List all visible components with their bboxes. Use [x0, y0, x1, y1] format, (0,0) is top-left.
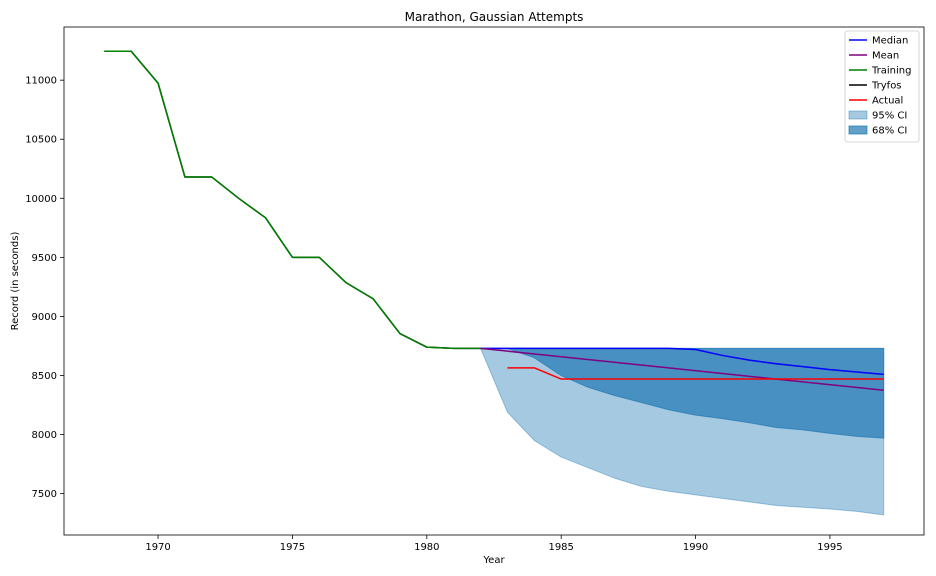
x-tick-label: 1990: [683, 542, 708, 553]
legend-label: Tryfos: [871, 81, 902, 92]
x-axis-label: Year: [482, 555, 505, 566]
y-tick-label: 9500: [32, 253, 57, 264]
series-line-training: [104, 50, 481, 350]
legend-swatch: [848, 110, 868, 120]
legend-label: 68% CI: [872, 126, 907, 137]
series-line-actual: [507, 367, 884, 380]
legend-box: [844, 30, 920, 143]
series-line-median: [480, 347, 884, 376]
chart-title: Marathon, Gaussian Attempts: [405, 10, 584, 24]
x-tick-label: 1980: [414, 542, 439, 553]
legend-swatch: [848, 125, 868, 135]
x-tick-label: 1995: [817, 542, 842, 553]
legend-item-training: Training: [849, 66, 911, 77]
y-tick-label: 9000: [32, 312, 57, 323]
series-line-mean: [480, 347, 884, 392]
legend: Median Mean Training Tryfos Actual 95% CI 68% …: [844, 30, 920, 143]
legend-item-68-ci: 68% CI: [848, 125, 907, 137]
y-tick-label: 11000: [25, 76, 57, 87]
y-tick-label: 7500: [32, 489, 57, 500]
legend-item-tryfos: Tryfos: [849, 81, 902, 92]
legend-label: Median: [872, 36, 908, 47]
x-tick-label: 1975: [280, 542, 305, 553]
y-axis-label: Record (in seconds): [10, 232, 21, 331]
axes-frame: [63, 26, 925, 536]
legend-item-95-ci: 95% CI: [848, 110, 907, 122]
y-tick-label: 8500: [32, 371, 57, 382]
legend-label: Training: [871, 66, 911, 77]
series-line-tryfos: [104, 50, 481, 350]
legend-item-actual: Actual: [849, 96, 903, 107]
y-tick-label: 8000: [32, 430, 57, 441]
legend-label: Mean: [872, 51, 899, 62]
legend-item-median: Median: [849, 36, 908, 47]
legend-label: Actual: [872, 96, 903, 107]
y-tick-label: 10500: [25, 135, 57, 146]
legend-label: 95% CI: [872, 111, 907, 122]
y-tick-label: 10000: [25, 194, 57, 205]
x-tick-label: 1970: [145, 542, 170, 553]
legend-item-mean: Mean: [849, 51, 899, 62]
axes: 1970 1975 1980 1985 1990 1995 7500 8000 8500 9000…: [25, 26, 925, 553]
plot-area: [104, 50, 885, 516]
x-tick-label: 1985: [548, 542, 573, 553]
